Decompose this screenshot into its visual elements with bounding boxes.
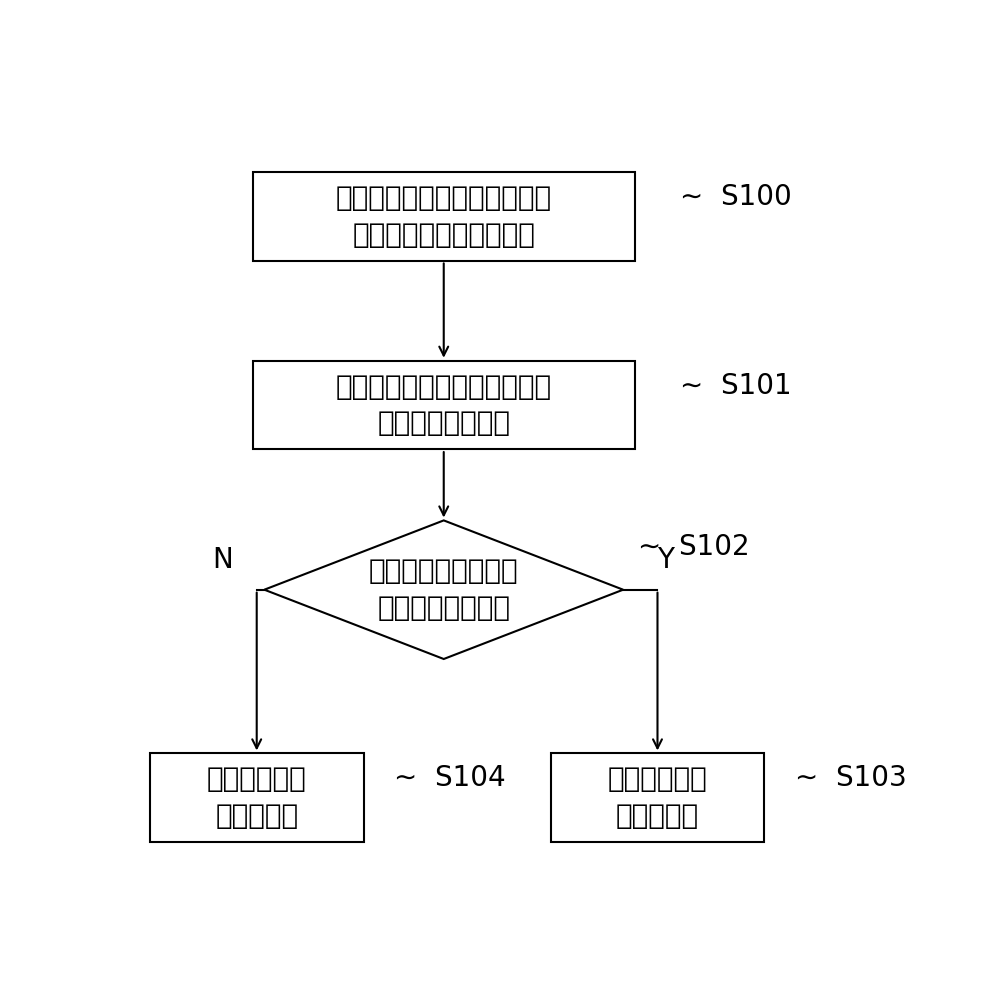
Text: 构建虚拟网络模型中所有电能
计量装置的域模型: 构建虚拟网络模型中所有电能 计量装置的域模型 [336,372,552,437]
Text: ∼  S100: ∼ S100 [681,183,792,211]
Bar [551,753,764,842]
Bar [253,361,634,449]
Bar [253,172,634,261]
Text: ∼  S103: ∼ S103 [795,764,906,792]
Text: Y: Y [657,546,674,574]
Text: ∼  S104: ∼ S104 [394,764,505,792]
Polygon shape [264,520,624,659]
Bar [150,753,363,842]
Text: N: N [212,546,232,574]
Text: 判断每个电能计量装
置的状态是否正常: 判断每个电能计量装 置的状态是否正常 [369,557,518,622]
Text: 获取虚拟网络模型中每个电能
计量装置的估计相关参数: 获取虚拟网络模型中每个电能 计量装置的估计相关参数 [336,184,552,249]
Text: 确定状态估计
结果为正常: 确定状态估计 结果为正常 [608,765,707,830]
Text: ∼  S102: ∼ S102 [638,533,750,561]
Text: ∼  S101: ∼ S101 [681,372,792,400]
Text: 确定状态估计
结果为异常: 确定状态估计 结果为异常 [207,765,306,830]
